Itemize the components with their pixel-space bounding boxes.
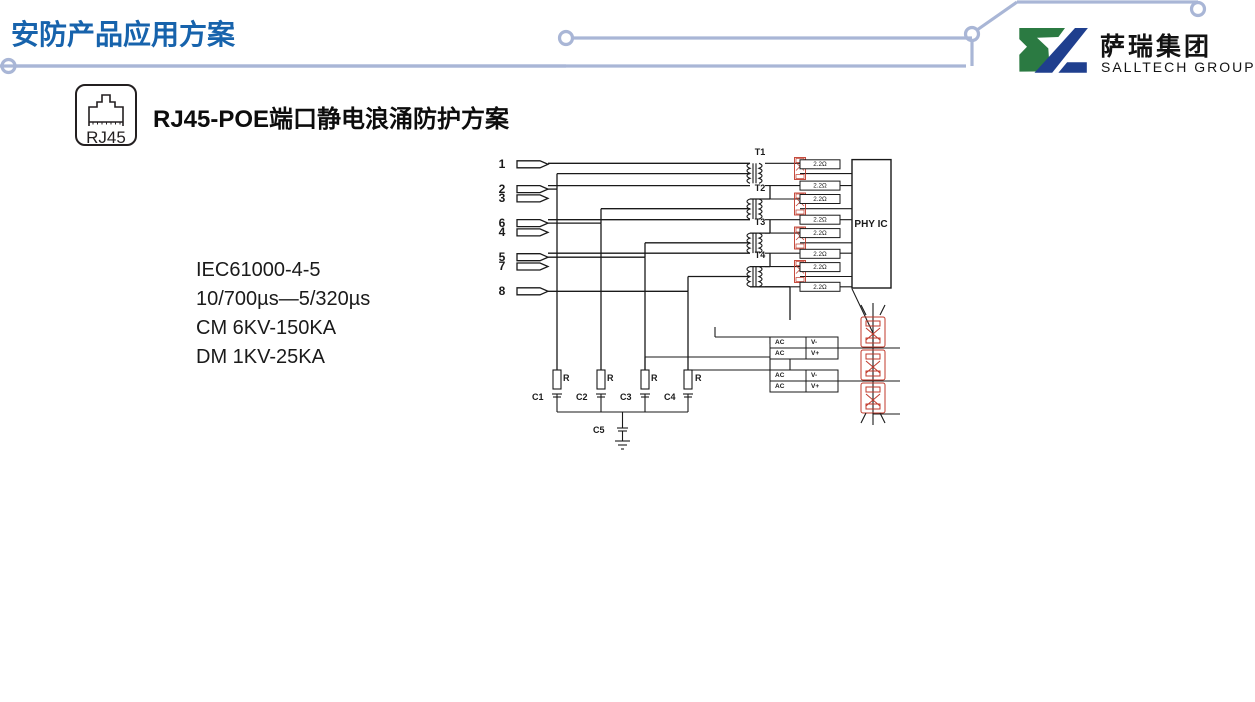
svg-text:C5: C5: [593, 425, 605, 435]
svg-text:2.2Ω: 2.2Ω: [813, 161, 827, 168]
svg-text:C4: C4: [664, 392, 676, 402]
svg-text:T3: T3: [755, 217, 766, 227]
svg-text:2.2Ω: 2.2Ω: [813, 264, 827, 271]
svg-text:8: 8: [499, 284, 506, 298]
svg-text:2.2Ω: 2.2Ω: [813, 284, 827, 291]
svg-text:4: 4: [499, 225, 506, 239]
svg-text:AC: AC: [775, 372, 785, 379]
svg-text:V+: V+: [811, 383, 819, 390]
svg-text:AC: AC: [775, 339, 785, 346]
svg-text:AC: AC: [775, 383, 785, 390]
svg-text:V+: V+: [811, 350, 819, 357]
svg-text:R: R: [563, 373, 570, 383]
svg-text:R: R: [607, 373, 614, 383]
svg-text:V-: V-: [811, 372, 817, 379]
svg-text:R: R: [651, 373, 658, 383]
svg-text:PHY IC: PHY IC: [854, 219, 887, 230]
svg-text:T1: T1: [755, 147, 766, 157]
svg-text:V-: V-: [811, 339, 817, 346]
svg-text:3: 3: [499, 191, 506, 205]
svg-text:7: 7: [499, 259, 506, 273]
svg-text:2.2Ω: 2.2Ω: [813, 217, 827, 224]
svg-text:2.2Ω: 2.2Ω: [813, 183, 827, 190]
svg-text:2.2Ω: 2.2Ω: [813, 196, 827, 203]
svg-text:2.2Ω: 2.2Ω: [813, 251, 827, 258]
svg-text:C1: C1: [532, 392, 544, 402]
svg-text:1: 1: [499, 157, 506, 171]
svg-text:C2: C2: [576, 392, 588, 402]
svg-text:T4: T4: [755, 250, 766, 260]
svg-text:AC: AC: [775, 350, 785, 357]
svg-text:C3: C3: [620, 392, 632, 402]
svg-text:T2: T2: [755, 183, 766, 193]
svg-text:R: R: [695, 373, 702, 383]
svg-text:2.2Ω: 2.2Ω: [813, 230, 827, 237]
